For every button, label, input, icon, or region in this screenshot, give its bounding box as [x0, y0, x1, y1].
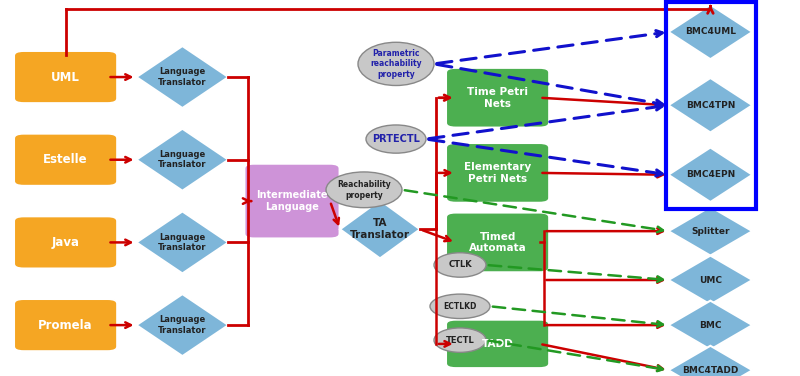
Polygon shape: [340, 200, 420, 258]
Ellipse shape: [434, 253, 486, 277]
FancyBboxPatch shape: [14, 133, 118, 186]
Text: Language
Translator: Language Translator: [158, 315, 206, 335]
Ellipse shape: [326, 172, 402, 208]
Text: Intermediate
Language: Intermediate Language: [256, 190, 328, 212]
Text: Language
Translator: Language Translator: [158, 233, 206, 252]
Ellipse shape: [358, 42, 434, 85]
Polygon shape: [136, 46, 229, 108]
Polygon shape: [669, 207, 752, 256]
Text: BMC4TADD: BMC4TADD: [682, 366, 738, 375]
Polygon shape: [669, 256, 752, 305]
Polygon shape: [669, 147, 752, 202]
Text: Reachability
property: Reachability property: [337, 180, 391, 200]
Polygon shape: [136, 211, 229, 273]
Text: Promela: Promela: [38, 318, 93, 332]
Text: CTLK: CTLK: [448, 261, 472, 270]
FancyBboxPatch shape: [245, 164, 339, 238]
Text: Language
Translator: Language Translator: [158, 67, 206, 87]
Text: TADD: TADD: [482, 339, 514, 349]
Text: Timed
Automata: Timed Automata: [469, 232, 526, 253]
Text: BMC4UML: BMC4UML: [685, 27, 736, 36]
Ellipse shape: [366, 125, 426, 153]
Text: BMC: BMC: [699, 321, 722, 330]
Ellipse shape: [434, 328, 486, 352]
Polygon shape: [669, 5, 752, 59]
Text: Parametric
reachability
property: Parametric reachability property: [370, 49, 422, 79]
Ellipse shape: [430, 294, 490, 318]
Polygon shape: [669, 346, 752, 376]
Text: ECTLKD: ECTLKD: [443, 302, 477, 311]
Text: UMC: UMC: [699, 276, 722, 285]
Text: Java: Java: [52, 236, 80, 249]
Text: UML: UML: [51, 71, 80, 83]
Text: TA
Translator: TA Translator: [350, 218, 410, 240]
Text: Time Petri
Nets: Time Petri Nets: [467, 87, 528, 109]
FancyBboxPatch shape: [446, 68, 550, 127]
Text: Language
Translator: Language Translator: [158, 150, 206, 170]
FancyBboxPatch shape: [14, 216, 118, 268]
Text: BMC4TPN: BMC4TPN: [686, 101, 735, 110]
FancyBboxPatch shape: [446, 212, 550, 272]
Text: Estelle: Estelle: [43, 153, 88, 166]
FancyBboxPatch shape: [446, 143, 550, 203]
FancyBboxPatch shape: [446, 320, 550, 368]
Polygon shape: [136, 294, 229, 356]
Text: Splitter: Splitter: [691, 227, 730, 236]
Bar: [666, 2, 756, 209]
Text: TECTL: TECTL: [446, 336, 474, 345]
Text: PRTECTL: PRTECTL: [372, 134, 420, 144]
Polygon shape: [136, 129, 229, 191]
Text: Elementary
Petri Nets: Elementary Petri Nets: [464, 162, 531, 184]
FancyBboxPatch shape: [14, 51, 118, 103]
Text: BMC4EPN: BMC4EPN: [686, 170, 735, 179]
Polygon shape: [669, 78, 752, 132]
FancyBboxPatch shape: [14, 299, 118, 351]
Polygon shape: [669, 301, 752, 350]
